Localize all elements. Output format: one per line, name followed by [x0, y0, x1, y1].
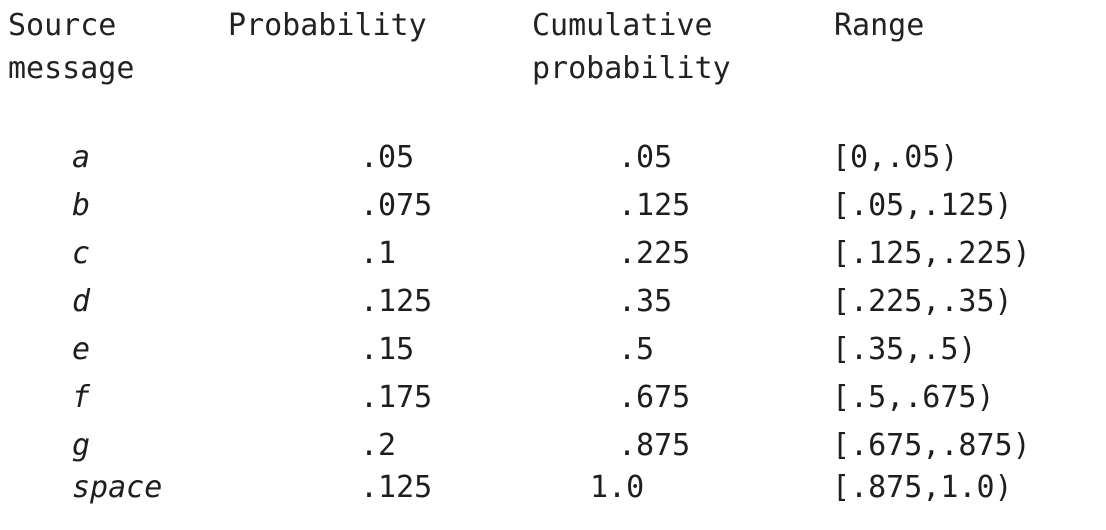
probability-cell: .15: [360, 332, 415, 367]
probability-cell: .1: [360, 236, 397, 271]
header-probability: Probability: [228, 8, 427, 43]
cumulative-probability-cell: .875: [618, 428, 691, 463]
table-row: f .175 .675 [.5,.675): [0, 376, 1106, 420]
probability-cell: .2: [360, 428, 397, 463]
range-cell: [.35,.5): [832, 332, 977, 367]
table-row: e .15 .5 [.35,.5): [0, 328, 1106, 372]
source-message-cell: b: [72, 188, 91, 223]
table-row: space .125 1.0 [.875,1.0): [0, 466, 1106, 510]
table-row: c .1 .225 [.125,.225): [0, 232, 1106, 276]
header-cumulative-probability: Cumulative probability: [532, 8, 731, 86]
range-cell: [.675,.875): [832, 428, 1031, 463]
probability-cell: .175: [360, 380, 433, 415]
probability-cell: .05: [360, 140, 415, 175]
cumulative-probability-cell: .675: [618, 380, 691, 415]
source-message-cell: e: [72, 332, 91, 367]
source-message-cell: g: [72, 428, 91, 463]
range-cell: [.05,.125): [832, 188, 1013, 223]
range-cell: [.125,.225): [832, 236, 1031, 271]
range-cell: [0,.05): [832, 140, 959, 175]
source-message-cell: d: [72, 284, 91, 319]
cumulative-probability-cell: 1.0: [590, 470, 645, 505]
table-row: d .125 .35 [.225,.35): [0, 280, 1106, 324]
source-message-cell: a: [72, 140, 91, 175]
source-message-cell: c: [72, 236, 91, 271]
range-cell: [.225,.35): [832, 284, 1013, 319]
cumulative-probability-cell: .125: [618, 188, 691, 223]
cumulative-probability-cell: .5: [618, 332, 655, 367]
table-row: b .075 .125 [.05,.125): [0, 184, 1106, 228]
cumulative-probability-cell: .225: [618, 236, 691, 271]
header-source-message: Source message: [8, 8, 135, 86]
source-message-cell: space: [72, 470, 163, 505]
cumulative-probability-cell: .05: [618, 140, 673, 175]
header-range: Range: [834, 8, 925, 43]
cumulative-probability-cell: .35: [618, 284, 673, 319]
range-cell: [.5,.675): [832, 380, 995, 415]
range-cell: [.875,1.0): [832, 470, 1013, 505]
table-row: a .05 .05 [0,.05): [0, 136, 1106, 180]
probability-cell: .125: [360, 284, 433, 319]
probability-cell: .125: [360, 470, 433, 505]
source-message-cell: f: [72, 380, 91, 415]
probability-cell: .075: [360, 188, 433, 223]
table-row: g .2 .875 [.675,.875): [0, 424, 1106, 468]
